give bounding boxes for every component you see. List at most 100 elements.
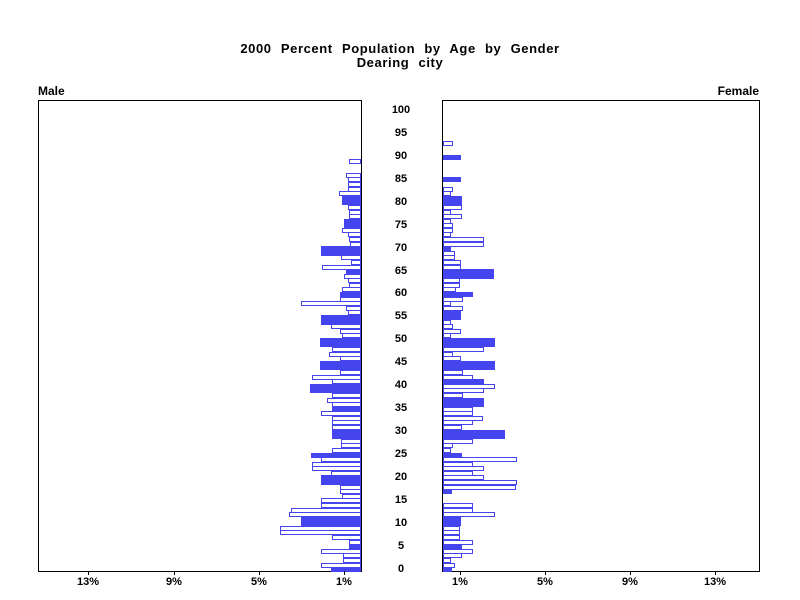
- pyramid-bar-female-age-9: [443, 525, 461, 531]
- pyramid-bar-male-age-32: [331, 420, 361, 426]
- percent-tick-label-right-5%: 5%: [537, 576, 553, 588]
- pyramid-bar-male-age-61: [341, 287, 361, 293]
- pyramid-bar-male-age-15: [321, 498, 361, 504]
- age-tick-label-85: 85: [394, 172, 408, 185]
- pyramid-bar-male-age-60: [339, 292, 361, 297]
- pyramid-bar-female-age-64: [443, 273, 495, 279]
- age-tick-label-30: 30: [394, 424, 408, 437]
- pyramid-bar-male-age-71: [350, 241, 361, 247]
- pyramid-bar-female-age-19: [443, 480, 517, 485]
- age-tick-label-75: 75: [394, 218, 408, 231]
- percent-tick-label-right-9%: 9%: [622, 576, 638, 588]
- age-tick-label-15: 15: [394, 493, 408, 506]
- pyramid-bar-female-age-40: [443, 383, 496, 389]
- pyramid-bar-male-age-81: [341, 195, 361, 201]
- percent-tick-label-left-9%: 9%: [166, 576, 182, 588]
- pyramid-bar-male-age-50: [320, 337, 361, 343]
- pyramid-bar-male-age-58: [301, 301, 361, 307]
- pyramid-bar-male-age-13: [291, 507, 361, 513]
- age-tick-label-45: 45: [394, 356, 408, 369]
- pyramid-bar-male-age-68: [341, 255, 361, 261]
- pyramid-bar-female-age-60: [443, 292, 473, 297]
- pyramid-bar-female-age-93: [443, 140, 454, 146]
- percent-tick-left-13%: [88, 571, 89, 575]
- pyramid-bar-female-age-35: [443, 406, 473, 412]
- pyramid-bar-female-age-77: [443, 214, 462, 220]
- percent-tick-label-left-1%: 1%: [336, 576, 352, 588]
- pyramid-bar-female-age-8: [443, 530, 461, 536]
- pyramid-bar-male-age-63: [348, 278, 361, 284]
- pyramid-bar-female-age-62: [443, 282, 461, 288]
- pyramid-bar-female-age-52: [443, 328, 461, 334]
- pyramid-bar-male-age-49: [320, 342, 361, 348]
- pyramid-bar-female-age-27: [443, 443, 453, 449]
- pyramid-bar-male-age-29: [331, 434, 361, 440]
- pyramid-bar-female-age-61: [443, 287, 456, 293]
- pyramid-bar-female-age-76: [443, 218, 451, 224]
- pyramid-bar-male-age-76: [343, 218, 361, 224]
- percent-tick-left-9%: [174, 571, 175, 575]
- age-tick-label-60: 60: [394, 287, 408, 300]
- pyramid-bar-female-age-28: [443, 438, 473, 444]
- age-tick-label-5: 5: [397, 539, 405, 552]
- percent-tick-label-left-13%: 13%: [76, 576, 100, 588]
- pyramid-bar-male-age-28: [341, 438, 361, 444]
- pyramid-bar-female-age-74: [443, 227, 454, 233]
- pyramid-bar-male-age-48: [332, 347, 361, 352]
- pyramid-bar-female-age-42: [443, 374, 473, 380]
- pyramid-bar-male-age-21: [331, 470, 361, 476]
- pyramid-bar-male-age-4: [321, 548, 361, 554]
- female-plot-panel: [442, 100, 760, 573]
- pyramid-bar-male-age-43: [340, 369, 361, 375]
- pyramid-bar-male-age-66: [321, 264, 361, 270]
- pyramid-bar-female-age-5: [443, 544, 462, 550]
- pyramid-bar-female-age-73: [443, 232, 451, 238]
- pyramid-bar-female-age-46: [443, 356, 461, 362]
- pyramid-bar-male-age-39: [310, 388, 361, 394]
- pyramid-bar-male-age-16: [342, 493, 361, 499]
- pyramid-bar-male-age-31: [331, 425, 361, 430]
- pyramid-bar-male-age-35: [331, 406, 361, 412]
- age-tick-label-0: 0: [397, 562, 405, 575]
- pyramid-bar-female-age-72: [443, 237, 485, 242]
- pyramid-bar-male-age-79: [347, 204, 361, 210]
- pyramid-bar-female-age-34: [443, 411, 473, 417]
- pyramid-bar-male-age-42: [311, 374, 361, 380]
- pyramid-bar-male-age-67: [350, 259, 361, 265]
- pyramid-bar-male-age-27: [341, 443, 361, 449]
- pyramid-bar-male-age-8: [279, 530, 361, 536]
- pyramid-bar-female-age-33: [443, 415, 483, 421]
- pyramid-bar-female-age-32: [443, 420, 473, 426]
- pyramid-bar-male-age-0: [331, 567, 361, 573]
- pyramid-bar-male-age-23: [311, 461, 361, 467]
- pyramid-bar-male-age-38: [332, 392, 361, 398]
- pyramid-bar-female-age-63: [443, 278, 461, 284]
- pyramid-bar-male-age-86: [346, 172, 361, 178]
- pyramid-bar-female-age-83: [443, 186, 454, 192]
- pyramid-bar-female-age-13: [443, 507, 473, 513]
- pyramid-bar-male-age-11: [301, 516, 361, 522]
- pyramid-bar-male-age-3: [342, 553, 361, 559]
- pyramid-bar-male-age-89: [349, 159, 361, 164]
- pyramid-bar-female-age-31: [443, 425, 462, 430]
- pyramid-bar-female-age-14: [443, 502, 473, 508]
- pyramid-bar-female-age-68: [443, 255, 455, 261]
- percent-tick-right-9%: [630, 571, 631, 575]
- pyramid-bar-female-age-24: [443, 457, 517, 463]
- pyramid-bar-male-age-55: [321, 314, 361, 320]
- pyramid-bar-female-age-71: [443, 241, 485, 247]
- pyramid-bar-female-age-41: [443, 379, 485, 385]
- pyramid-bar-male-age-82: [338, 191, 361, 197]
- age-tick-label-35: 35: [394, 402, 408, 414]
- age-tick-label-25: 25: [394, 447, 408, 460]
- pyramid-bar-female-age-54: [443, 319, 451, 325]
- pyramid-bar-male-age-6: [348, 539, 361, 545]
- pyramid-bar-female-age-45: [443, 360, 495, 366]
- pyramid-bar-female-age-2: [443, 557, 451, 563]
- pyramid-bar-male-age-69: [321, 250, 361, 256]
- age-tick-label-40: 40: [394, 379, 408, 392]
- percent-tick-right-5%: [545, 571, 546, 575]
- pyramid-bar-male-age-73: [348, 232, 361, 238]
- pyramid-bar-female-age-82: [443, 191, 451, 197]
